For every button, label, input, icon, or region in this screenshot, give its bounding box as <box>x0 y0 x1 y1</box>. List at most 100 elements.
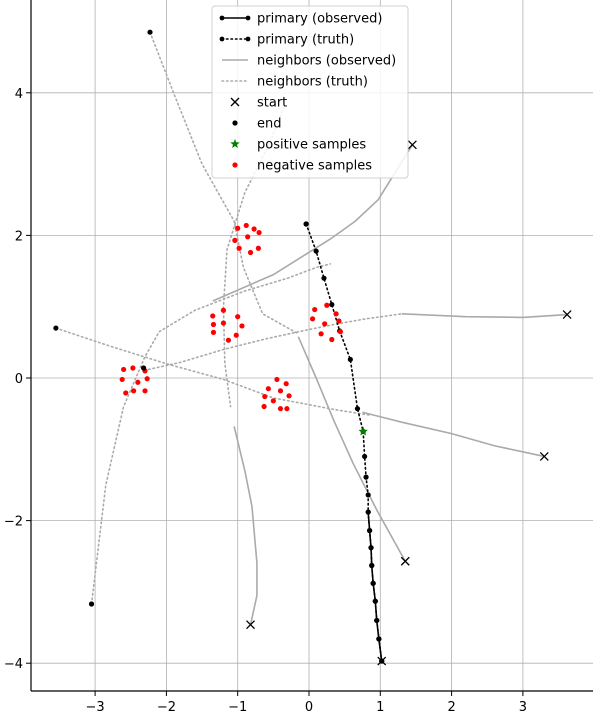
end-point <box>140 365 147 371</box>
negative-sample-point <box>232 237 238 243</box>
negative-sample-point <box>286 393 292 399</box>
end-point <box>147 29 153 35</box>
negative-sample-point <box>220 307 227 313</box>
start-point <box>400 556 410 566</box>
legend: primary (observed) primary (truth) neighbo… <box>211 5 409 179</box>
y-tick-label: 0 <box>15 372 23 387</box>
negative-sample-point <box>255 245 261 251</box>
legend-swatch-dot <box>245 15 251 21</box>
negative-sample-point <box>239 323 245 329</box>
legend-swatch-dot <box>219 36 225 42</box>
negative-sample-point <box>243 222 249 229</box>
negative-sample-point <box>119 376 125 383</box>
legend-item-primary-truth: primary (truth) <box>219 33 354 48</box>
primary-observed-point <box>365 509 371 515</box>
primary-truth-point <box>329 301 335 308</box>
primary-observed-point <box>374 617 380 624</box>
neighbor-truth-line <box>222 106 285 408</box>
x-tick-label: 3 <box>519 700 527 715</box>
legend-item-neighbors-truth: neighbors (truth) <box>221 75 368 90</box>
primary-truth-point <box>365 492 371 498</box>
y-tick-label: 2 <box>15 229 23 244</box>
positive-sample-star <box>358 426 368 436</box>
start-point <box>246 620 255 630</box>
start-point <box>539 451 549 461</box>
start-marker-stroke <box>407 140 417 150</box>
primary-truth-point <box>354 406 361 412</box>
negative-sample-point <box>210 313 216 319</box>
x-tick-label: 2 <box>447 700 455 715</box>
negative-sample-point <box>123 390 129 396</box>
negative-sample-point <box>277 406 284 412</box>
primary-truth-point <box>363 474 369 480</box>
x-tick-label: 1 <box>376 700 384 715</box>
end-point <box>303 221 309 227</box>
negative-sample-point <box>245 234 251 240</box>
negative-sample-point <box>247 249 254 256</box>
start-point <box>377 656 387 666</box>
negative-sample-point <box>283 381 289 387</box>
negative-sample-point <box>142 388 148 394</box>
primary-observed-point <box>367 527 373 534</box>
legend-swatch-star <box>230 139 240 149</box>
primary-observed-point <box>372 598 378 604</box>
primary-truth-point <box>321 275 327 281</box>
negative-sample-point <box>210 329 217 335</box>
start-marker-stroke <box>562 310 572 320</box>
start-marker-stroke <box>230 97 240 107</box>
negative-sample-point <box>270 398 276 404</box>
legend-label: primary (observed) <box>257 12 382 27</box>
legend-item-negative: negative samples <box>232 159 372 174</box>
start-point <box>562 310 572 320</box>
legend-label: primary (truth) <box>257 33 354 48</box>
negative-sample-point <box>265 386 271 392</box>
legend-item-neighbors-observed: neighbors (observed) <box>222 54 396 69</box>
negative-sample-point <box>135 379 141 385</box>
primary-observed-point <box>368 545 374 551</box>
neighbor-observed-line <box>362 411 545 458</box>
y-tick-label: −4 <box>4 657 23 672</box>
primary-truth-point <box>362 453 368 460</box>
primary-truth-point <box>347 356 353 363</box>
legend-label: negative samples <box>257 159 372 174</box>
negative-sample-point <box>336 318 342 324</box>
negative-sample-point <box>235 314 241 320</box>
neighbor-truth-line <box>90 263 332 605</box>
legend-label: start <box>257 96 287 111</box>
primary-truth-point <box>313 248 319 254</box>
negative-sample-point <box>277 388 284 394</box>
x-tick-label: 0 <box>305 700 313 715</box>
negative-sample-point <box>261 403 267 410</box>
legend-swatch-x <box>230 97 240 107</box>
negative-sample-point <box>262 393 268 400</box>
legend-item-positive: positive samples <box>230 138 366 153</box>
legend-swatch-dot <box>245 36 251 42</box>
legend-item-start: start <box>230 96 287 111</box>
negative-sample-point <box>131 388 137 394</box>
neighbor-truth-line <box>55 327 371 416</box>
negative-sample-point <box>312 306 318 313</box>
legend-swatch-dot <box>232 162 238 168</box>
x-tick-label: −2 <box>157 700 176 715</box>
negative-sample-point <box>210 321 217 328</box>
legend-item-primary-observed: primary (observed) <box>219 12 382 27</box>
negative-sample-point <box>333 311 339 317</box>
start-marker-stroke <box>539 451 549 461</box>
negative-sample-point <box>233 332 239 338</box>
legend-label: neighbors (observed) <box>257 54 396 69</box>
negative-sample-point <box>225 337 232 343</box>
negative-sample-point <box>337 329 343 335</box>
neighbor-observed-line <box>401 313 568 319</box>
neighbor-observed-line <box>297 336 406 562</box>
axes: −3 −2 −1 0 1 2 3 −4 −2 0 2 4 <box>4 0 593 715</box>
neighbor-truth-line <box>149 31 300 335</box>
primary-observed-point <box>376 636 382 642</box>
primary-observed-point <box>370 580 376 586</box>
negative-sample-point <box>322 321 328 327</box>
start-marker-stroke <box>377 656 387 666</box>
end-point <box>53 325 59 331</box>
negative-sample-point <box>324 302 330 308</box>
negative-sample-point <box>329 336 335 343</box>
y-tick-label: 4 <box>15 87 23 102</box>
